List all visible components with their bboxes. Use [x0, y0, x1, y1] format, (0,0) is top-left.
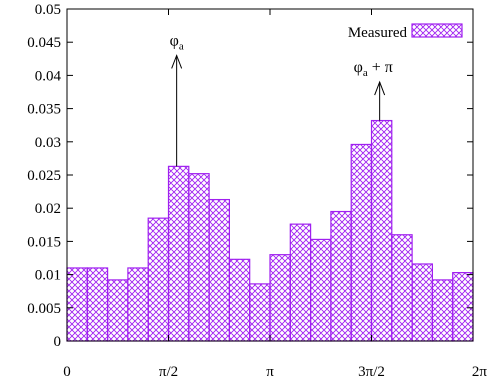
bar-17 [411, 263, 434, 342]
y-tick-label-5: 0.025 [27, 168, 61, 184]
bar-1 [86, 267, 109, 342]
axes-group: 0 0.005 0.01 0.015 0.02 0.025 0.03 0.035 0.04 0.0… [27, 2, 487, 380]
x-tick-label-3: 3π/2 [358, 364, 385, 380]
bar-16 [391, 234, 413, 342]
bar-15 [370, 119, 393, 342]
bar-7 [208, 198, 231, 342]
bar-14 [350, 143, 373, 342]
annotation-label-0: φa [170, 32, 184, 52]
y-tick-label-8: 0.04 [35, 68, 62, 84]
bar-8 [228, 258, 251, 342]
legend: Measured [348, 23, 463, 41]
y-tick-label-10: 0.05 [35, 2, 61, 18]
y-tick-label-4: 0.02 [35, 201, 61, 217]
bar-12 [310, 238, 332, 342]
legend-label: Measured [348, 25, 408, 41]
legend-swatch [411, 23, 463, 38]
bar-0 [66, 267, 88, 342]
bars-group [66, 119, 474, 342]
bar-2 [106, 279, 129, 342]
y-tick-label-7: 0.035 [27, 102, 61, 118]
y-tick-label-3: 0.015 [27, 234, 61, 250]
bar-13 [330, 210, 352, 342]
x-tick-label-4: 2π [472, 364, 488, 380]
y-tick-label-0: 0 [54, 334, 62, 350]
bar-19 [452, 272, 474, 342]
bar-6 [188, 173, 210, 342]
y-tick-label-1: 0.005 [27, 301, 61, 317]
bar-10 [269, 254, 291, 342]
annotation-arrowhead-1 [374, 80, 386, 96]
bar-11 [289, 223, 312, 342]
annotation-arrowhead-0 [171, 54, 183, 69]
bar-4 [147, 217, 170, 342]
y-tick-label-9: 0.045 [27, 35, 61, 51]
annotations-group: φa φa + π [170, 32, 393, 167]
x-tick-label-2: π [266, 364, 274, 380]
bar-5 [167, 165, 190, 342]
y-tick-label-2: 0.01 [35, 268, 61, 284]
bar-18 [431, 279, 454, 342]
y-tick-label-6: 0.03 [35, 135, 61, 151]
x-tick-label-1: π/2 [159, 364, 178, 380]
annotation-label-1: φa + π [354, 59, 393, 79]
bar-3 [127, 267, 149, 342]
bar-9 [249, 283, 271, 342]
x-tick-label-0: 0 [63, 364, 71, 380]
